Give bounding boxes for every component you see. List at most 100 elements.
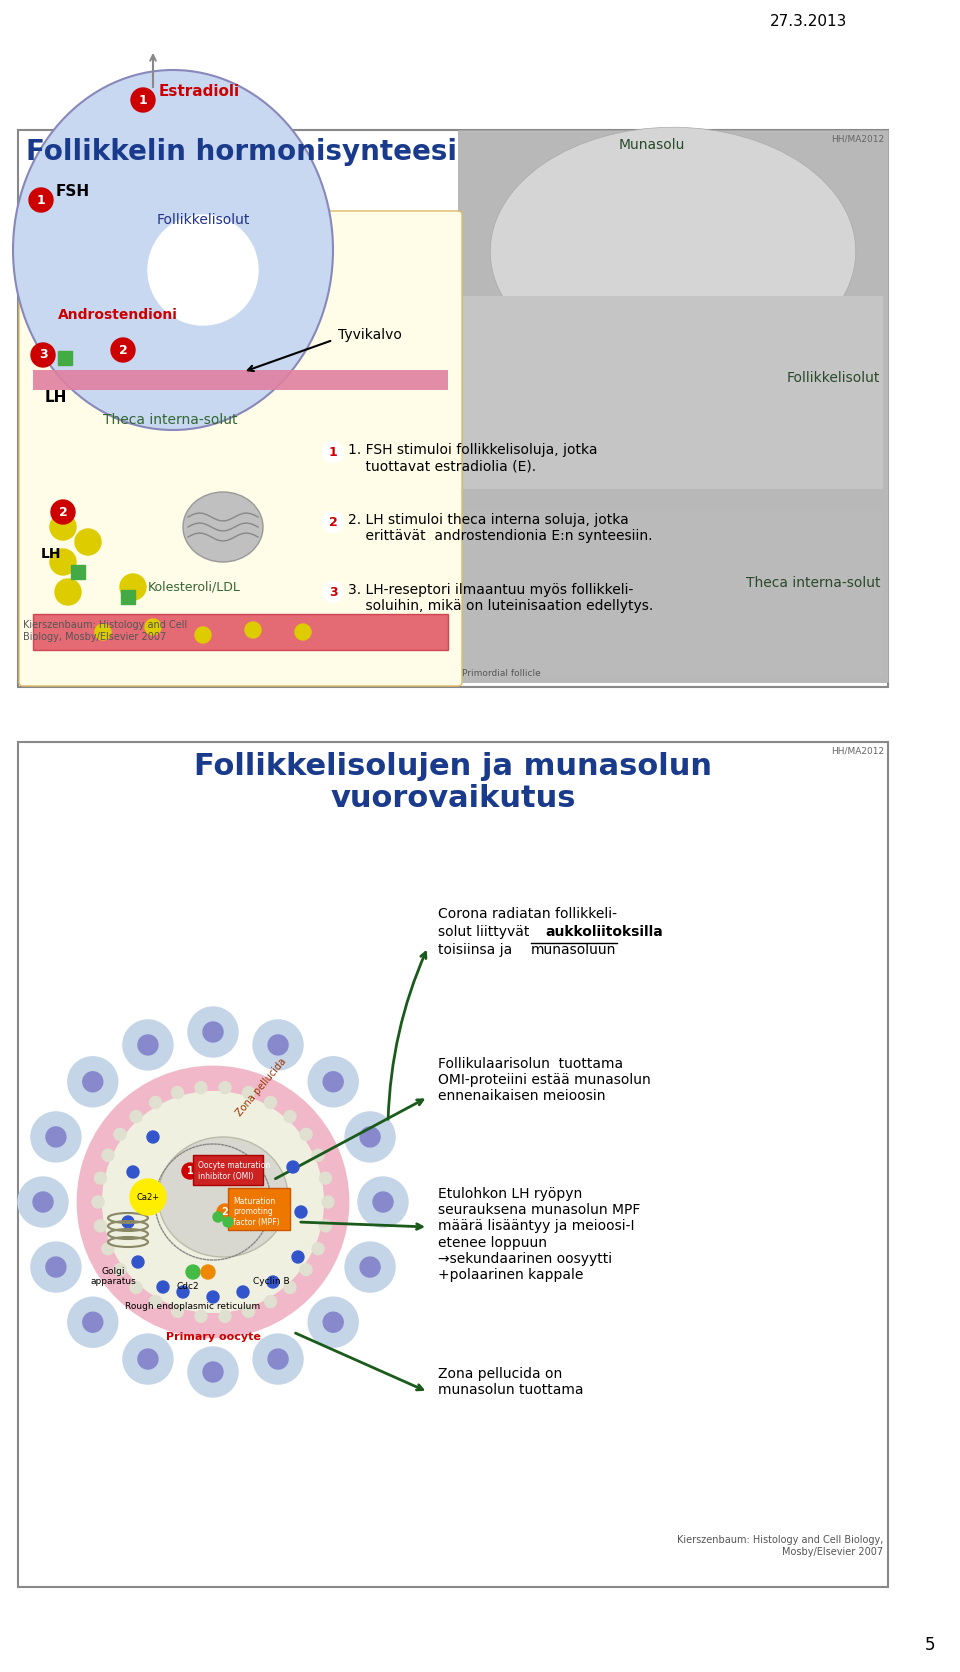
Text: Zona pellucida: Zona pellucida: [234, 1057, 288, 1119]
Circle shape: [323, 441, 343, 461]
Circle shape: [111, 338, 135, 363]
Circle shape: [33, 1192, 53, 1212]
Circle shape: [219, 1082, 231, 1093]
Text: Cyclin B: Cyclin B: [253, 1277, 290, 1286]
Circle shape: [295, 1206, 307, 1217]
Circle shape: [186, 1266, 200, 1279]
Text: 2: 2: [328, 515, 337, 528]
Circle shape: [75, 528, 101, 555]
Circle shape: [265, 1296, 276, 1308]
FancyBboxPatch shape: [19, 211, 462, 686]
Circle shape: [103, 1092, 323, 1313]
Circle shape: [267, 1276, 279, 1287]
Circle shape: [177, 1286, 189, 1297]
Circle shape: [145, 619, 161, 635]
Bar: [228, 1189, 290, 1231]
Text: Androstendioni: Androstendioni: [58, 308, 178, 323]
Circle shape: [147, 1130, 159, 1144]
Text: vuorovaikutus: vuorovaikutus: [330, 784, 576, 813]
Text: Munasolu: Munasolu: [618, 139, 684, 152]
Text: Kierszenbaum: Histology and Cell Biology,
Mosby/Elsevier 2007: Kierszenbaum: Histology and Cell Biology…: [677, 1535, 883, 1557]
Text: Primordial follicle: Primordial follicle: [462, 669, 540, 679]
Circle shape: [312, 1149, 324, 1162]
Circle shape: [265, 1097, 276, 1109]
Bar: [18, 742, 888, 1587]
Text: Follikkelisolujen ja munasolun: Follikkelisolujen ja munasolun: [194, 752, 712, 781]
Text: Theca interna-solut: Theca interna-solut: [103, 413, 237, 426]
Text: 3. LH-reseptori ilmaantuu myös follikkeli-
    soluihin, mikä on luteinisaation : 3. LH-reseptori ilmaantuu myös follikkel…: [348, 584, 653, 614]
Circle shape: [95, 624, 111, 640]
Text: LH: LH: [45, 390, 67, 405]
Bar: [121, 590, 135, 604]
Text: LH: LH: [41, 547, 61, 562]
Circle shape: [51, 500, 75, 523]
Circle shape: [182, 1164, 198, 1179]
Bar: [71, 565, 85, 579]
Circle shape: [68, 1057, 118, 1107]
Circle shape: [320, 1221, 331, 1232]
Circle shape: [138, 1035, 158, 1055]
Bar: [33, 614, 448, 650]
Circle shape: [114, 1129, 126, 1140]
Circle shape: [102, 1242, 114, 1254]
Circle shape: [78, 1067, 348, 1338]
Circle shape: [201, 1266, 215, 1279]
Text: 2: 2: [222, 1207, 228, 1217]
Circle shape: [132, 1256, 144, 1267]
Circle shape: [123, 1020, 173, 1070]
Circle shape: [195, 1082, 207, 1093]
Text: toisiinsa ja: toisiinsa ja: [438, 943, 516, 956]
Bar: [58, 351, 72, 364]
Circle shape: [253, 1020, 303, 1070]
Circle shape: [268, 1035, 288, 1055]
Circle shape: [148, 216, 258, 324]
Circle shape: [94, 1172, 107, 1184]
Text: 27.3.2013: 27.3.2013: [770, 13, 848, 28]
Text: Oocyte maturation
inhibitor (OMI): Oocyte maturation inhibitor (OMI): [198, 1162, 271, 1180]
Circle shape: [31, 1242, 81, 1292]
Ellipse shape: [491, 127, 855, 376]
Circle shape: [203, 1363, 223, 1383]
Text: 1: 1: [186, 1165, 193, 1175]
Circle shape: [373, 1192, 393, 1212]
Text: 3: 3: [328, 585, 337, 599]
Ellipse shape: [183, 492, 263, 562]
Circle shape: [243, 1306, 254, 1318]
Text: munasoluun: munasoluun: [531, 943, 616, 956]
Text: Primary oocyte: Primary oocyte: [165, 1333, 260, 1343]
Circle shape: [312, 1242, 324, 1254]
Text: 1: 1: [328, 445, 337, 458]
Ellipse shape: [158, 1137, 288, 1257]
Circle shape: [195, 1311, 207, 1323]
Circle shape: [324, 1313, 344, 1333]
Circle shape: [345, 1112, 396, 1162]
Bar: [193, 1155, 263, 1185]
Circle shape: [358, 1177, 408, 1227]
Circle shape: [94, 1221, 107, 1232]
Text: HH/MA2012: HH/MA2012: [830, 746, 884, 756]
Circle shape: [55, 579, 81, 605]
Circle shape: [223, 1217, 233, 1227]
Circle shape: [18, 1177, 68, 1227]
Text: Rough endoplasmic reticulum: Rough endoplasmic reticulum: [126, 1302, 260, 1311]
Circle shape: [92, 1195, 104, 1207]
Circle shape: [320, 1172, 331, 1184]
Circle shape: [295, 624, 311, 640]
Circle shape: [300, 1264, 312, 1276]
Text: solut liittyvät: solut liittyvät: [438, 925, 534, 940]
Circle shape: [207, 1291, 219, 1302]
Circle shape: [287, 1160, 299, 1174]
Circle shape: [322, 1195, 334, 1207]
Circle shape: [203, 1022, 223, 1042]
Circle shape: [50, 513, 76, 540]
Circle shape: [31, 343, 55, 366]
Text: Etulohkon LH ryöpyn
seurauksena munasolun MPF
määrä lisääntyy ja meioosi-I
etene: Etulohkon LH ryöpyn seurauksena munasolu…: [438, 1187, 640, 1282]
Circle shape: [131, 89, 155, 112]
Circle shape: [130, 1179, 166, 1216]
Circle shape: [102, 1149, 114, 1162]
Circle shape: [253, 1334, 303, 1384]
Text: 3: 3: [38, 348, 47, 361]
Text: Follikkelisolut: Follikkelisolut: [786, 371, 880, 386]
Text: Follikkelin hormonisynteesi: Follikkelin hormonisynteesi: [26, 139, 457, 166]
Text: Corona radiatan follikkeli-: Corona radiatan follikkeli-: [438, 906, 617, 921]
